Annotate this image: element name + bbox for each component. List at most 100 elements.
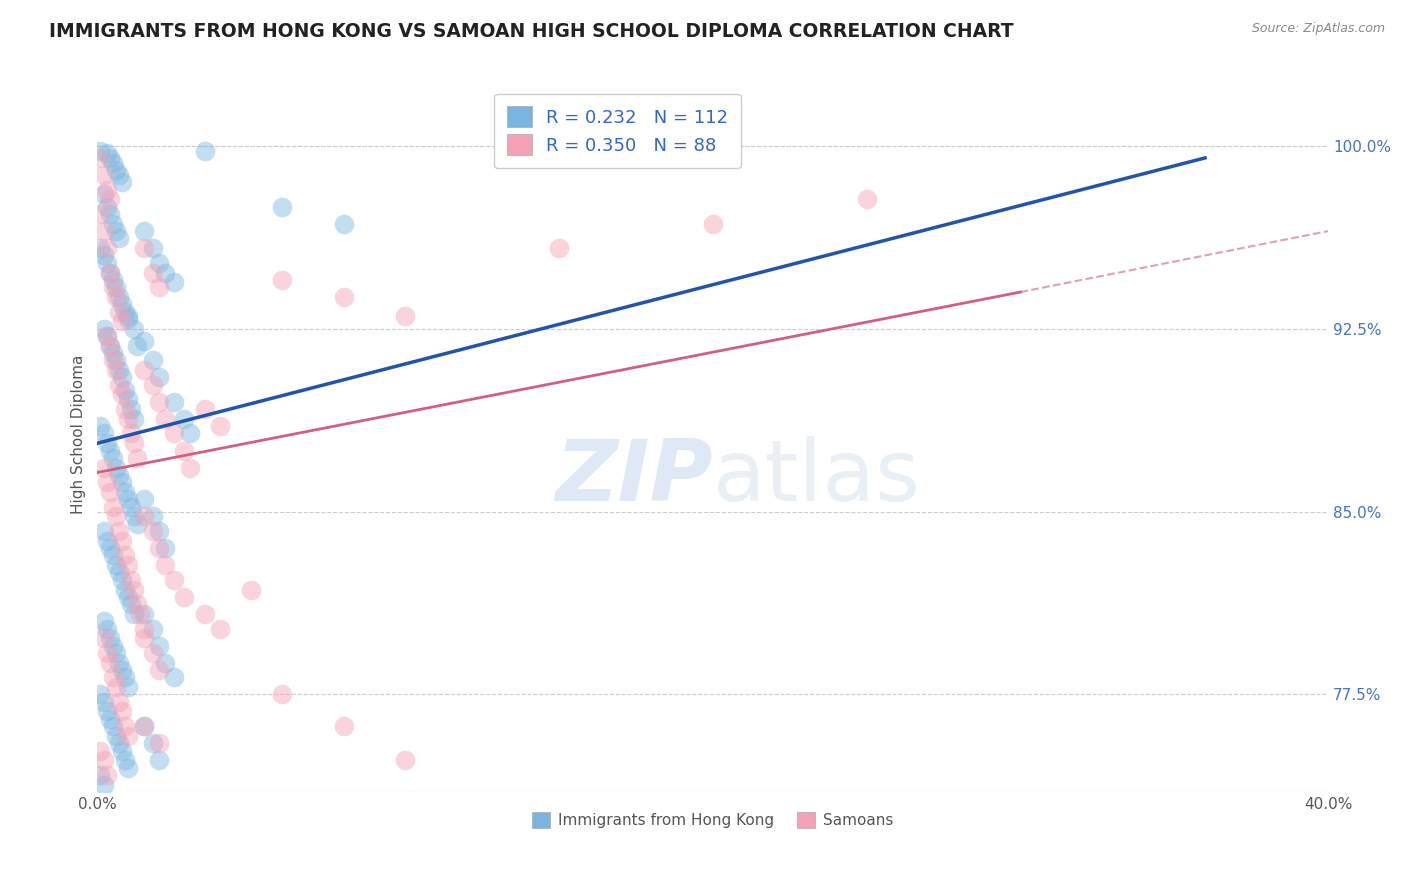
Point [142,266,165,280]
Point [114,402,136,417]
Point [114,485,136,500]
Point [271,273,294,287]
Point [127,597,149,611]
Point [101,450,124,465]
Point [96,200,118,214]
Point [111,533,134,548]
Point [111,573,134,587]
Point [96,256,118,270]
Point [101,549,124,563]
Point [101,280,124,294]
Point [98,656,121,670]
Point [93,248,115,262]
Point [142,524,165,538]
Point [129,607,152,621]
Point [132,719,155,733]
Point [98,151,121,165]
Point [148,256,170,270]
Point [108,168,131,182]
Point [108,656,131,670]
Point [111,314,134,328]
Point [96,329,118,343]
Point [148,370,170,384]
Point [108,290,131,304]
Point [108,304,131,318]
Point [111,370,134,384]
Point [173,412,195,426]
Point [173,443,195,458]
Point [148,753,170,767]
Point [111,743,134,757]
Point [96,436,118,450]
Point [132,632,155,646]
Point [89,419,111,434]
Point [114,383,136,397]
Point [98,541,121,555]
Point [117,392,139,407]
Point [111,175,134,189]
Point [117,558,139,573]
Point [104,163,127,178]
Point [108,736,131,750]
Point [101,273,124,287]
Point [96,241,118,255]
Point [104,729,127,743]
Point [96,329,118,343]
Point [108,363,131,377]
Point [98,632,121,646]
Point [96,705,118,719]
Point [101,670,124,684]
Point [104,363,127,377]
Point [93,426,115,441]
Point [120,426,142,441]
Point [194,607,217,621]
Point [148,663,170,677]
Point [117,412,139,426]
Point [114,549,136,563]
Point [114,304,136,318]
Legend: Immigrants from Hong Kong, Samoans: Immigrants from Hong Kong, Samoans [526,806,900,834]
Point [142,509,165,524]
Point [98,339,121,353]
Point [93,632,115,646]
Point [209,419,232,434]
Point [96,475,118,490]
Point [132,719,155,733]
Point [855,193,877,207]
Point [148,524,170,538]
Point [96,533,118,548]
Point [93,187,115,202]
Point [127,450,149,465]
Point [93,224,115,238]
Point [114,670,136,684]
Point [394,310,416,324]
Point [163,275,186,289]
Point [101,217,124,231]
Point [104,558,127,573]
Point [173,590,195,604]
Point [148,639,170,653]
Point [111,297,134,311]
Point [142,736,165,750]
Point [132,607,155,621]
Point [394,753,416,767]
Point [89,743,111,757]
Point [98,266,121,280]
Point [702,217,724,231]
Point [148,541,170,555]
Point [108,231,131,245]
Point [104,680,127,694]
Point [240,582,263,597]
Point [89,687,111,701]
Point [93,524,115,538]
Point [114,753,136,767]
Point [96,646,118,660]
Point [98,266,121,280]
Point [98,712,121,726]
Point [153,266,176,280]
Point [111,663,134,677]
Point [132,622,155,636]
Point [108,566,131,580]
Point [127,339,149,353]
Point [104,290,127,304]
